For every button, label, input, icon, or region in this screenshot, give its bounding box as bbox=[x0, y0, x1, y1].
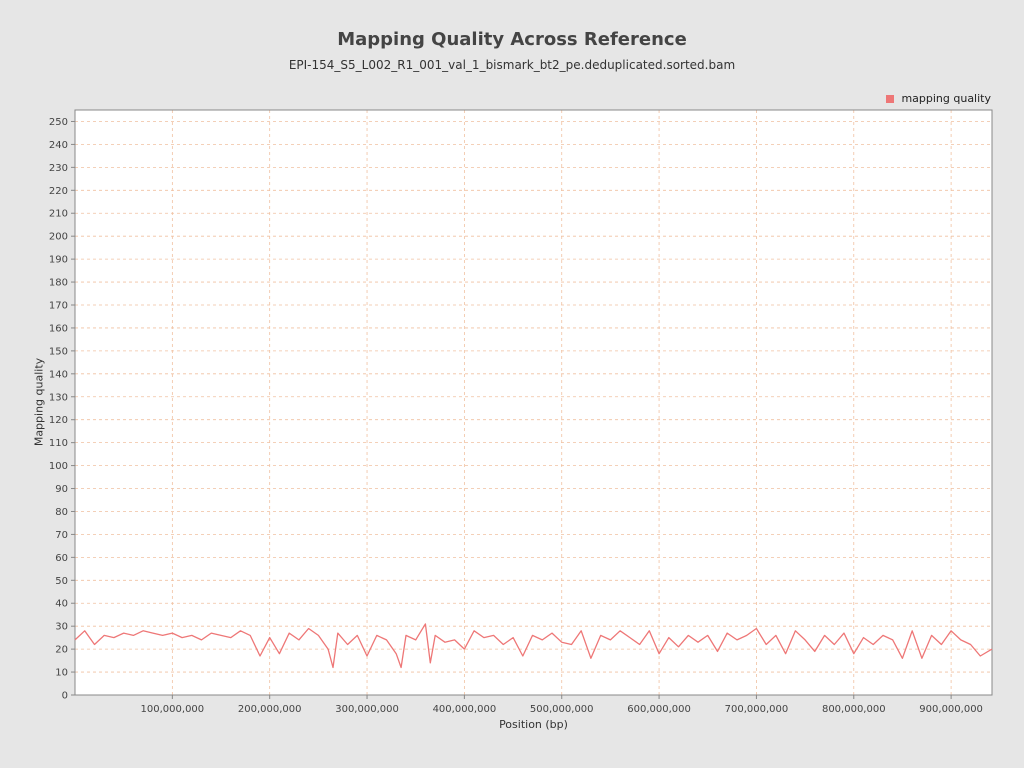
chart-subtitle: EPI-154_S5_L002_R1_001_val_1_bismark_bt2… bbox=[288, 58, 736, 72]
y-tick-label: 150 bbox=[49, 346, 68, 357]
y-tick-label: 80 bbox=[55, 507, 68, 518]
x-tick-label: 700,000,000 bbox=[725, 704, 789, 715]
y-tick-label: 90 bbox=[55, 484, 68, 495]
y-tick-label: 50 bbox=[55, 576, 68, 587]
y-tick-label: 0 bbox=[62, 691, 68, 702]
y-tick-label: 180 bbox=[49, 278, 68, 289]
y-tick-label: 10 bbox=[55, 668, 68, 679]
y-tick-label: 40 bbox=[55, 599, 68, 610]
y-tick-label: 190 bbox=[49, 255, 68, 266]
y-tick-label: 100 bbox=[49, 461, 68, 472]
y-tick-label: 140 bbox=[49, 369, 68, 380]
y-tick-label: 170 bbox=[49, 301, 68, 312]
chart-title: Mapping Quality Across Reference bbox=[337, 29, 687, 50]
y-tick-label: 210 bbox=[49, 209, 68, 220]
x-tick-label: 300,000,000 bbox=[335, 704, 399, 715]
x-tick-label: 200,000,000 bbox=[238, 704, 302, 715]
x-tick-label: 500,000,000 bbox=[530, 704, 594, 715]
x-tick-label: 800,000,000 bbox=[822, 704, 886, 715]
y-tick-label: 30 bbox=[55, 622, 68, 633]
y-tick-label: 120 bbox=[49, 415, 68, 426]
x-tick-label: 100,000,000 bbox=[141, 704, 205, 715]
y-tick-label: 130 bbox=[49, 392, 68, 403]
x-tick-label: 600,000,000 bbox=[627, 704, 691, 715]
y-tick-label: 240 bbox=[49, 140, 68, 151]
legend-swatch bbox=[886, 94, 895, 103]
y-tick-label: 250 bbox=[49, 117, 68, 128]
legend: mapping quality bbox=[886, 92, 991, 105]
x-tick-label: 900,000,000 bbox=[919, 704, 983, 715]
x-axis-label: Position (bp) bbox=[499, 718, 568, 731]
y-tick-label: 70 bbox=[55, 530, 68, 541]
legend-label: mapping quality bbox=[901, 92, 991, 105]
series-line-mapping-quality bbox=[74, 623, 993, 669]
y-tick-label: 160 bbox=[49, 323, 68, 334]
plot-border bbox=[74, 109, 993, 696]
y-tick-label: 20 bbox=[55, 645, 68, 656]
y-tick-label: 60 bbox=[55, 553, 68, 564]
y-tick-label: 110 bbox=[49, 438, 68, 449]
plot-background bbox=[75, 110, 992, 695]
y-tick-label: 200 bbox=[49, 232, 68, 243]
x-tick-label: 400,000,000 bbox=[433, 704, 497, 715]
y-tick-label: 220 bbox=[49, 186, 68, 197]
y-tick-label: 230 bbox=[49, 163, 68, 174]
